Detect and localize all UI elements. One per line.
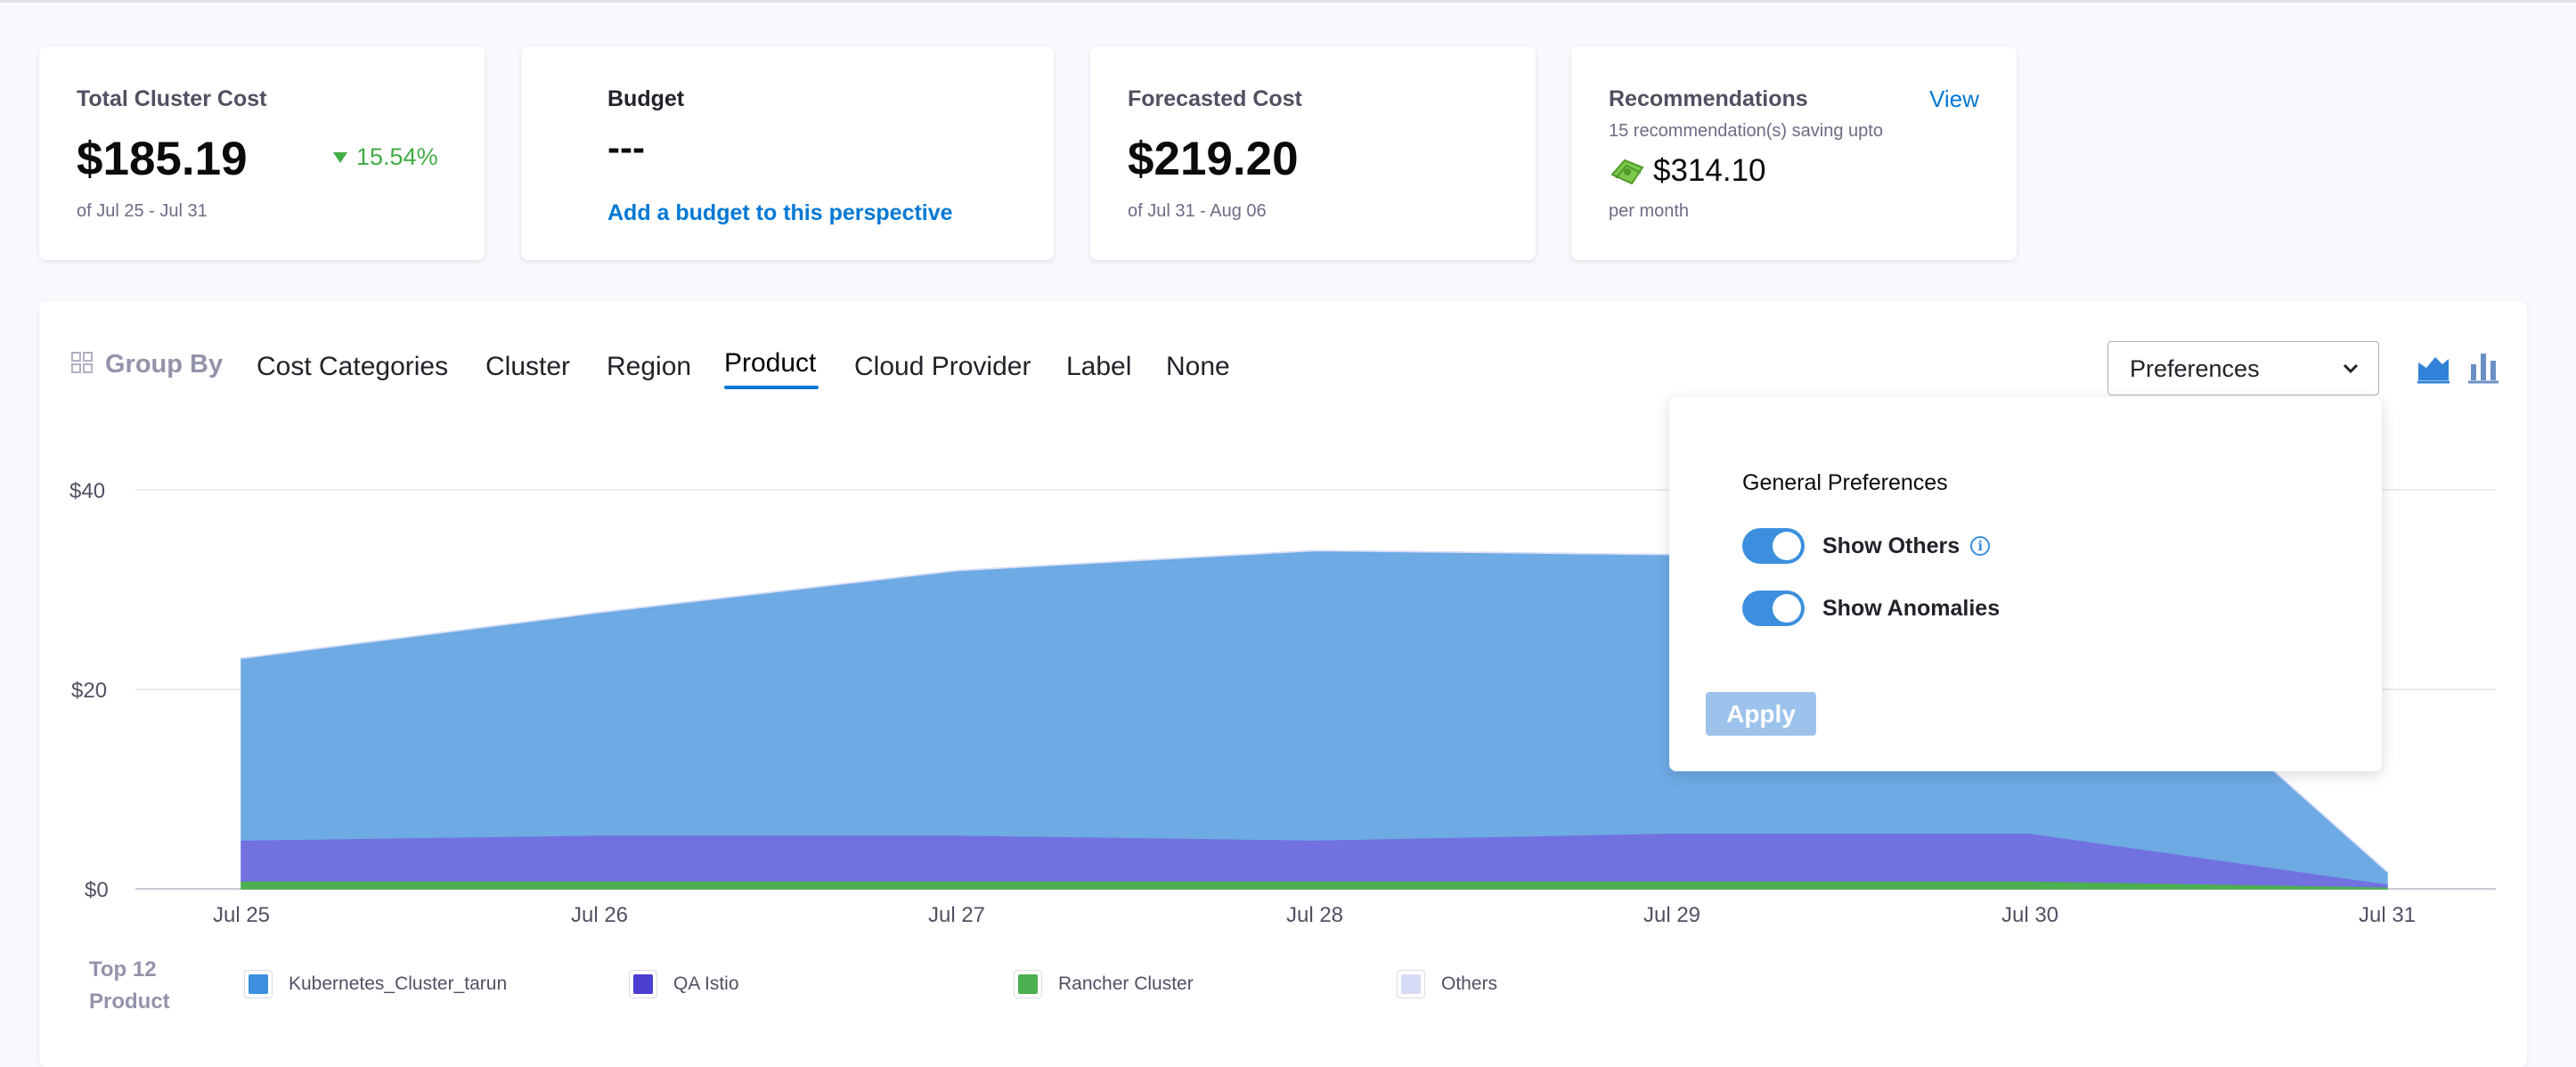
bar-chart-icon[interactable]	[2467, 348, 2499, 388]
legend-swatch	[244, 970, 273, 998]
y-tick-label: $0	[85, 878, 109, 902]
active-tab-indicator	[724, 386, 819, 389]
legend-title: Top 12 Product	[89, 954, 170, 1018]
add-budget-link[interactable]: Add a budget to this perspective	[607, 200, 953, 225]
legend-label: Others	[1441, 973, 1498, 994]
show-others-toggle[interactable]	[1742, 528, 1805, 564]
legend-swatch	[629, 970, 657, 998]
money-icon	[1609, 155, 1646, 191]
card-date-range: of Jul 25 - Jul 31	[77, 201, 208, 221]
show-anomalies-row: Show Anomalies	[1742, 591, 2000, 626]
view-recommendations-link[interactable]: View	[1929, 86, 1979, 112]
area-series-others	[240, 550, 2388, 873]
legend-label: Kubernetes_Cluster_tarun	[289, 973, 508, 994]
card-date-range: of Jul 31 - Aug 06	[1128, 201, 1267, 221]
tab-region[interactable]: Region	[607, 352, 692, 381]
recommendations-card: Recommendations View 15 recommendation(s…	[1571, 46, 2017, 260]
card-value: $185.19	[77, 133, 248, 185]
x-tick-label: Jul 27	[927, 903, 986, 927]
chevron-down-icon	[2341, 358, 2360, 382]
x-tick-label: Jul 31	[2358, 903, 2417, 927]
x-tick-label: Jul 28	[1285, 903, 1344, 927]
potential-savings: $314.10	[1653, 153, 1766, 188]
legend-item[interactable]: Kubernetes_Cluster_tarun	[244, 970, 507, 998]
tab-cost-categories[interactable]: Cost Categories	[257, 352, 449, 381]
x-tick-label: Jul 30	[2001, 903, 2059, 927]
legend-swatch	[1014, 970, 1042, 998]
info-icon[interactable]: i	[1970, 536, 1991, 556]
grid-icon	[71, 352, 93, 378]
legend-title-line: Top 12	[89, 957, 157, 981]
tab-product[interactable]: Product	[724, 348, 817, 378]
show-others-row: Show Others i	[1742, 528, 1991, 564]
apply-button[interactable]: Apply	[1706, 692, 1816, 736]
total-cluster-cost-card: Total Cluster Cost $185.19 15.54% of Jul…	[39, 46, 485, 260]
tab-none[interactable]: None	[1166, 352, 1230, 381]
tab-cluster[interactable]: Cluster	[485, 352, 571, 381]
tab-label[interactable]: Label	[1066, 352, 1132, 381]
trend-value: 15.54%	[356, 143, 438, 170]
general-preferences-title: General Preferences	[1742, 470, 1948, 495]
area-series-qa-istio	[240, 832, 2388, 888]
y-tick-label: $40	[69, 479, 106, 503]
legend-item[interactable]: Others	[1397, 970, 1497, 998]
show-anomalies-label: Show Anomalies	[1822, 595, 2001, 621]
tab-cloud-provider[interactable]: Cloud Provider	[854, 352, 1031, 381]
area-chart-icon[interactable]	[2416, 348, 2451, 388]
x-tick-label: Jul 25	[212, 903, 271, 927]
legend-label: Rancher Cluster	[1058, 973, 1194, 994]
legend-title-line: Product	[89, 990, 170, 1014]
preferences-dropdown[interactable]: Preferences	[2107, 341, 2379, 395]
budget-card: Budget --- Add a budget to this perspect…	[521, 46, 1054, 260]
show-others-label: Show Others	[1822, 533, 1961, 558]
y-tick-label: $20	[71, 679, 108, 703]
recommendations-subtitle: 15 recommendation(s) saving upto	[1609, 121, 1883, 141]
x-tick-label: Jul 26	[570, 903, 629, 927]
preferences-popover: General Preferences Show Others i Show A…	[1669, 397, 2382, 771]
preferences-dropdown-label: Preferences	[2130, 355, 2260, 382]
trend-down-icon	[333, 151, 347, 163]
card-value: ---	[607, 126, 645, 168]
card-title: Total Cluster Cost	[77, 86, 267, 111]
legend-label: QA Istio	[673, 973, 739, 994]
savings-period: per month	[1609, 201, 1690, 221]
card-title: Recommendations	[1609, 86, 1808, 111]
legend-swatch	[1397, 970, 1425, 998]
cost-trend: 15.54%	[333, 143, 438, 171]
card-title: Budget	[607, 86, 685, 111]
card-title: Forecasted Cost	[1128, 86, 1302, 111]
group-by-control: Group By	[71, 350, 223, 379]
group-by-label: Group By	[105, 350, 224, 379]
legend-item[interactable]: QA Istio	[629, 970, 739, 998]
show-anomalies-toggle[interactable]	[1742, 591, 1805, 626]
top-border	[0, 0, 2576, 3]
legend-item[interactable]: Rancher Cluster	[1014, 970, 1194, 998]
x-tick-label: Jul 29	[1643, 903, 1701, 927]
card-value: $219.20	[1128, 133, 1299, 185]
forecasted-cost-card: Forecasted Cost $219.20 of Jul 31 - Aug …	[1090, 46, 1536, 260]
